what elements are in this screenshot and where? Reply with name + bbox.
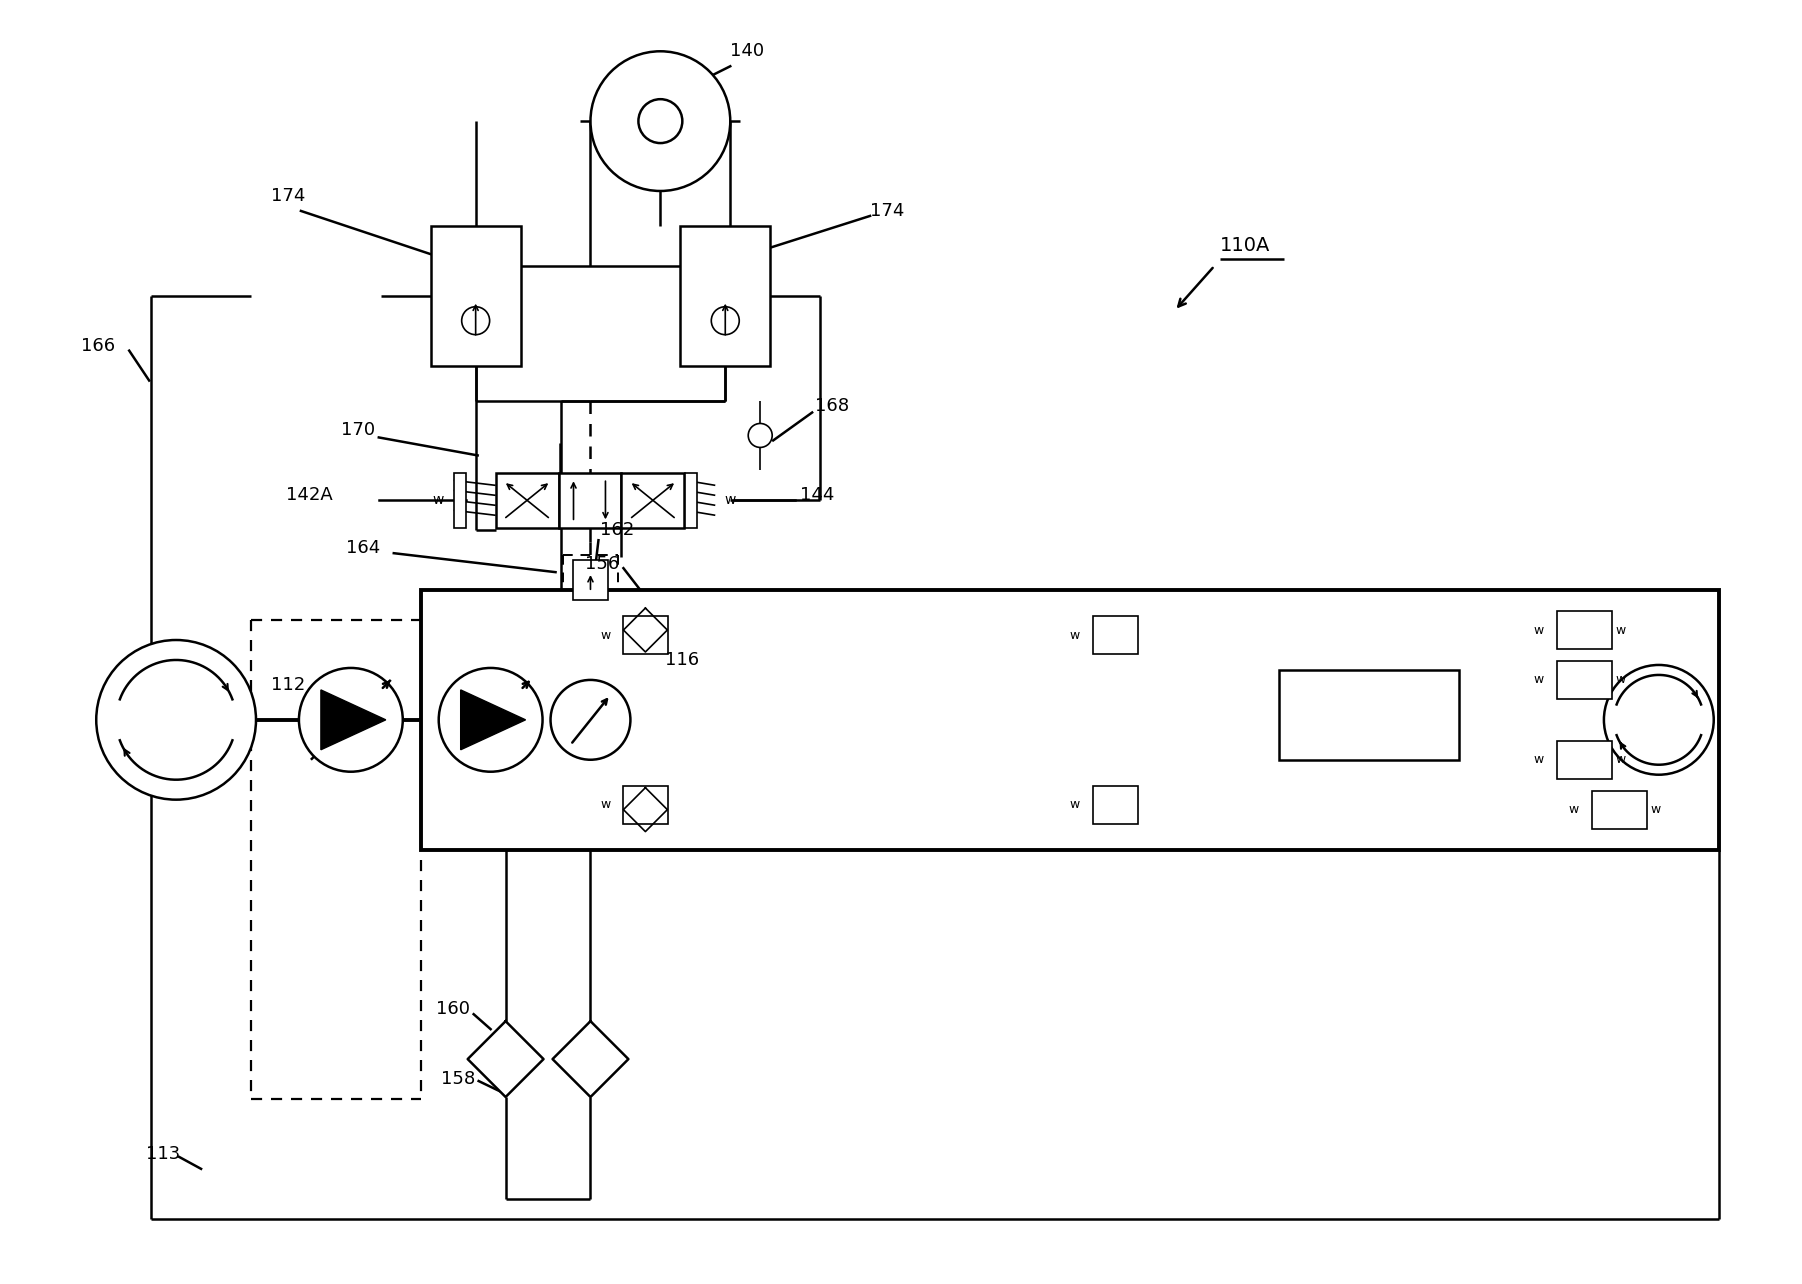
Bar [1557,611,1613,648]
Text: w: w [600,799,611,811]
Text: 174: 174 [270,187,305,205]
Text: 166: 166 [81,336,115,354]
Text: 144: 144 [800,487,834,505]
Bar [681,226,769,366]
Bar [622,474,685,528]
Text: w: w [1651,802,1661,817]
Polygon shape [469,1021,544,1097]
Text: 160: 160 [436,1000,470,1018]
Text: 170: 170 [341,421,375,439]
Circle shape [551,681,631,760]
Text: 142A: 142A [287,487,333,505]
Text: w: w [1616,754,1625,767]
Bar [1591,791,1647,828]
Text: 110A: 110A [1220,236,1270,256]
Polygon shape [321,690,386,750]
Text: w: w [1534,624,1544,637]
Text: 162: 162 [600,521,634,539]
Text: 112: 112 [270,675,305,693]
Polygon shape [553,1021,629,1097]
Polygon shape [623,787,667,832]
Bar [1092,616,1137,654]
Bar [454,474,465,528]
Text: 158: 158 [441,1070,476,1088]
Circle shape [96,639,256,800]
Circle shape [591,51,730,191]
Bar [1279,670,1460,760]
Text: w: w [1570,802,1579,817]
Bar [420,591,1719,850]
Text: 174: 174 [870,202,905,220]
Circle shape [1604,665,1714,774]
Text: w: w [1616,673,1625,687]
Text: w: w [1534,754,1544,767]
Polygon shape [623,609,667,652]
Text: w: w [1070,628,1079,642]
Circle shape [712,307,739,335]
Bar [685,474,697,528]
Bar [1557,741,1613,778]
Bar [623,616,669,654]
Bar [1092,786,1137,823]
Text: w: w [1616,624,1625,637]
Circle shape [299,668,404,772]
Text: w: w [600,628,611,642]
Text: w: w [432,493,443,507]
Bar [496,474,559,528]
Text: 164: 164 [346,539,380,557]
Text: w: w [724,493,735,507]
Text: 156: 156 [586,555,620,573]
Circle shape [461,307,490,335]
Bar [623,786,669,823]
Polygon shape [461,690,526,750]
Text: w: w [1534,673,1544,687]
Text: 113: 113 [146,1145,180,1163]
Circle shape [748,424,773,447]
Text: 168: 168 [815,397,849,415]
Bar [431,226,521,366]
Bar [1557,661,1613,698]
Text: w: w [1070,799,1079,811]
Text: 116: 116 [665,651,699,669]
Bar [559,474,622,528]
Circle shape [638,99,683,143]
Circle shape [438,668,542,772]
Text: 140: 140 [730,42,764,60]
Bar [573,560,609,600]
